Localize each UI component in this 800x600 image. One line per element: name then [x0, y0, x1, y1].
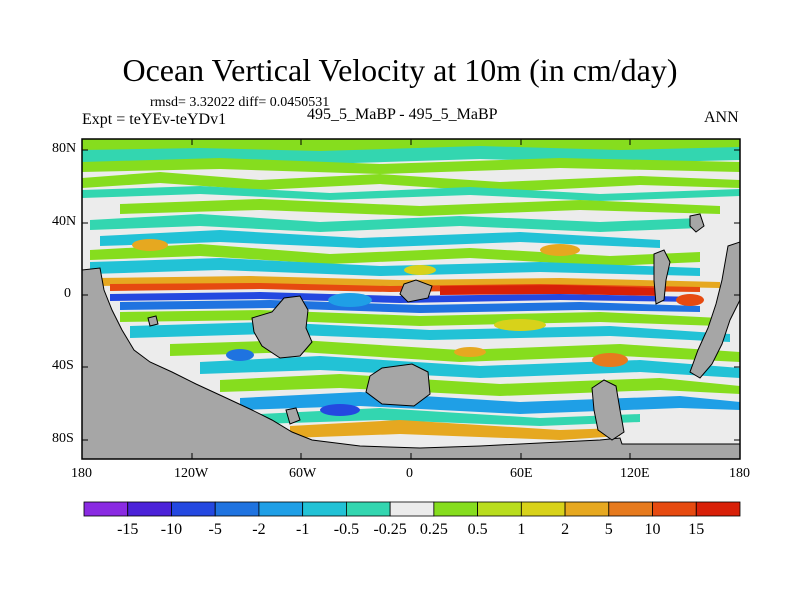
colorbar-swatch — [214, 501, 260, 517]
plot-title: Ocean Vertical Velocity at 10m (in cm/da… — [122, 52, 678, 88]
lon-tick-label: 60E — [510, 466, 533, 481]
map-field — [82, 139, 740, 459]
land-continent — [591, 379, 625, 441]
field-band — [82, 172, 740, 192]
field-blob — [592, 353, 628, 367]
field-blob — [328, 293, 372, 307]
axis-ticks — [82, 139, 740, 459]
land-south — [82, 267, 740, 459]
land-island — [285, 407, 301, 425]
colorbar-swatch — [608, 501, 653, 517]
field-blob — [226, 349, 254, 361]
colorbar-label: 10 — [645, 521, 661, 538]
field-band — [82, 158, 740, 174]
colorbar-label: -5 — [209, 521, 222, 538]
colorbar-label: -1 — [296, 521, 309, 538]
lat-tick-label: 40S — [52, 358, 74, 373]
colorbar-swatch — [652, 501, 697, 517]
colorbar-swatch — [520, 501, 566, 517]
colorbar-label: 2 — [561, 521, 569, 538]
colorbar-swatch — [83, 501, 129, 517]
colorbar-label: -15 — [117, 521, 138, 538]
colorbar-swatch — [695, 501, 741, 517]
land-east — [689, 241, 740, 379]
field-band — [90, 258, 700, 276]
lon-tick-label: 120W — [174, 466, 209, 481]
stats-label: rmsd= 3.32022 diff= 0.0450531 — [150, 95, 330, 110]
colorbar-label: 0.5 — [468, 521, 488, 538]
colorbar-swatch — [564, 501, 610, 517]
field-band — [120, 199, 720, 216]
lat-tick-label: 40N — [52, 214, 77, 229]
land-continent — [251, 295, 313, 359]
field-blob — [320, 404, 360, 416]
field-band — [100, 230, 660, 248]
land-continent — [399, 279, 433, 303]
colorbar-swatch — [258, 501, 304, 517]
colorbar-label: -0.5 — [334, 521, 359, 538]
land-continent — [365, 363, 431, 407]
land-masses — [82, 213, 740, 459]
lon-tick-label: 120E — [620, 466, 650, 481]
colorbar-labels: -15 -10 -5 -2 -1 -0.5 -0.25 0.25 0.5 1 2 5 10 15 — [117, 521, 704, 538]
colorbar-label: 15 — [688, 521, 704, 538]
lon-tick-label: 0 — [406, 466, 413, 481]
lat-tick-label: 0 — [64, 286, 71, 301]
colorbar-swatch — [345, 501, 391, 517]
lat-tick-label: 80N — [52, 141, 77, 156]
lon-tick-label: 180 — [71, 466, 92, 481]
cases-label: 495_5_MaBP - 495_5_MaBP — [307, 106, 498, 123]
land-island — [147, 315, 159, 327]
field-blob — [540, 244, 580, 256]
field-blob — [676, 294, 704, 306]
experiment-label: Expt = teYEv-teYDv1 — [82, 111, 227, 128]
field-blob — [132, 239, 168, 251]
colorbar-swatch — [389, 501, 435, 517]
field-band — [120, 300, 700, 313]
land-continent — [653, 249, 671, 305]
lon-tick-label: 60W — [289, 466, 317, 481]
lon-tick-label: 180 — [729, 466, 750, 481]
colorbar-label: -2 — [252, 521, 265, 538]
field-band — [290, 420, 620, 440]
colorbar-label: 0.25 — [420, 521, 448, 538]
field-blob — [494, 319, 546, 331]
colorbar-swatch — [477, 501, 522, 517]
field-blob — [404, 265, 436, 275]
season-label: ANN — [704, 109, 739, 126]
colorbar-label: -10 — [161, 521, 182, 538]
field-band — [82, 186, 740, 201]
field-blob — [454, 347, 486, 357]
colorbar — [83, 501, 741, 517]
field-band — [90, 244, 700, 266]
colorbar-swatch — [433, 501, 479, 517]
field-band — [90, 214, 700, 232]
lat-tick-label: 80S — [52, 431, 74, 446]
colorbar-label: -0.25 — [373, 521, 406, 538]
colorbar-swatch — [302, 501, 347, 517]
colorbar-label: 1 — [517, 521, 525, 538]
colorbar-label: 5 — [605, 521, 613, 538]
colorbar-swatch — [171, 501, 216, 517]
colorbar-swatch — [127, 501, 172, 517]
land-island — [689, 213, 705, 233]
field-band — [440, 285, 660, 296]
